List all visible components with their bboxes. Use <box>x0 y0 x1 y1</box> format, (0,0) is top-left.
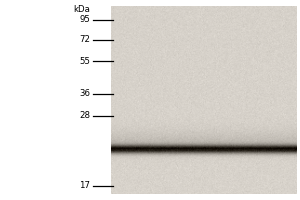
Text: 95: 95 <box>79 16 90 24</box>
Text: 17: 17 <box>79 182 90 190</box>
Text: 36: 36 <box>79 89 90 98</box>
Text: 72: 72 <box>79 36 90 45</box>
Text: 55: 55 <box>79 56 90 66</box>
Text: 28: 28 <box>79 111 90 120</box>
Text: kDa: kDa <box>73 4 90 14</box>
